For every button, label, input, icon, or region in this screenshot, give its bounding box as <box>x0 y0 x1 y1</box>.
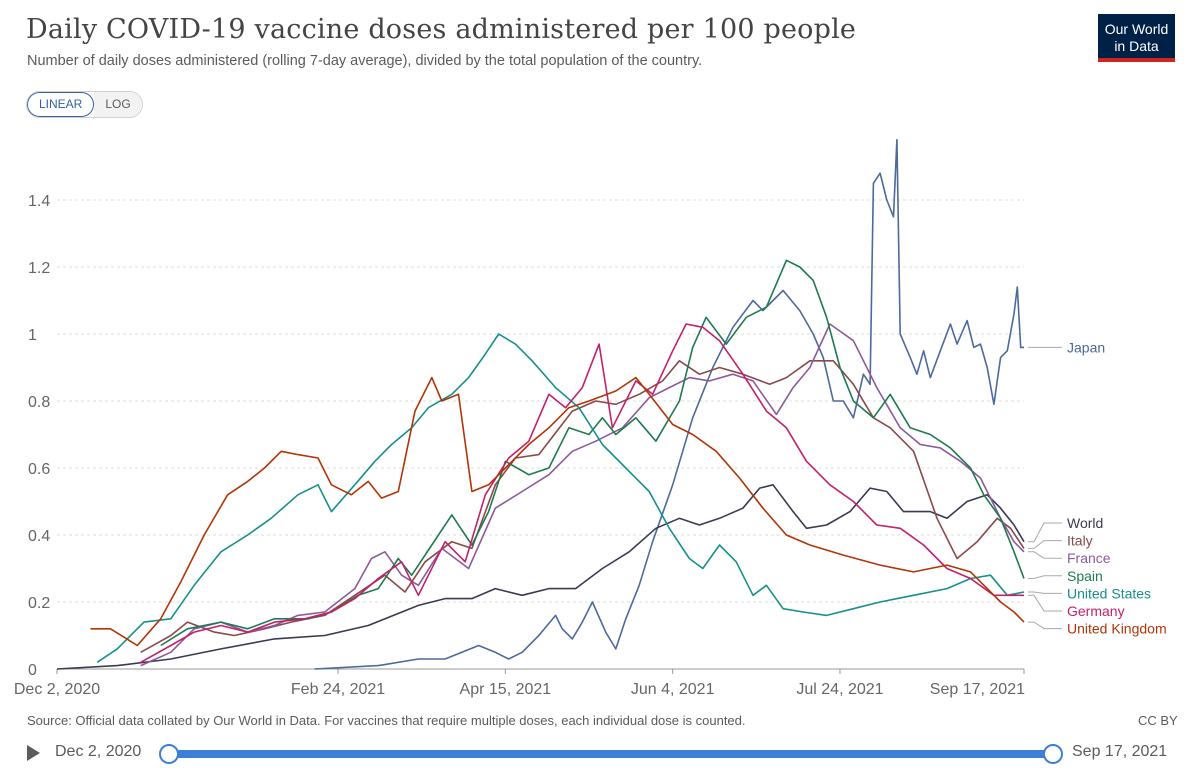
legend-connector <box>1028 551 1062 559</box>
series-line-japan <box>314 138 1024 670</box>
y-axis-ticks: 0 0.2 0.4 0.6 0.8 1 1.2 1.4 <box>28 193 50 679</box>
x-tick-label: Dec 2, 2020 <box>14 681 100 698</box>
source-note: Source: Official data collated by Our Wo… <box>27 713 746 728</box>
x-tick-label: Feb 24, 2021 <box>291 681 385 698</box>
y-tick-label: 0 <box>28 662 37 679</box>
legend-label-france: France <box>1067 550 1111 566</box>
series-line-italy <box>140 360 1025 653</box>
logo-line-1: Our World <box>1104 21 1169 37</box>
log-scale-button[interactable]: LOG <box>94 92 142 117</box>
timeline-end-label: Sep 17, 2021 <box>1072 743 1168 760</box>
scale-toggle: LINEAR LOG <box>26 91 143 118</box>
y-tick-label: 1.2 <box>28 260 50 277</box>
series-line-germany <box>140 323 1024 663</box>
legend-connector <box>1028 594 1062 612</box>
x-tick-label: Jul 24, 2021 <box>796 681 883 698</box>
legend-connector <box>1028 522 1062 543</box>
y-tick-label: 0.6 <box>28 461 50 478</box>
linear-scale-button[interactable]: LINEAR <box>27 92 95 117</box>
x-tick-label: Apr 15, 2021 <box>460 681 552 698</box>
legend-connector <box>1028 621 1062 630</box>
play-icon[interactable] <box>27 745 40 761</box>
series-line-spain <box>160 259 1025 647</box>
legend-connector <box>1028 540 1062 549</box>
legend-label-united-kingdom: United Kingdom <box>1067 621 1167 637</box>
chart-subtitle: Number of daily doses administered (roll… <box>27 53 703 69</box>
y-tick-label: 0.8 <box>28 394 50 411</box>
license-link[interactable]: CC BY <box>1138 713 1178 728</box>
logo-accent-bar <box>1098 58 1175 62</box>
series-line-world <box>56 484 1025 670</box>
legend-connector <box>1028 591 1062 594</box>
timeline-end-handle[interactable] <box>1043 744 1063 764</box>
timeline-track[interactable] <box>168 750 1053 758</box>
owid-logo[interactable]: Our World in Data <box>1098 14 1175 62</box>
y-tick-label: 1.4 <box>28 193 50 210</box>
timeline-start-handle[interactable] <box>159 744 179 764</box>
legend-connector <box>1028 575 1062 579</box>
series-line-united-states <box>96 333 1025 663</box>
y-tick-label: 1 <box>28 327 37 344</box>
legend-label-united-states: United States <box>1067 585 1151 601</box>
x-axis: Dec 2, 2020 Feb 24, 2021 Apr 15, 2021 Jun 4… <box>14 668 1025 698</box>
logo-line-2: in Data <box>1114 38 1159 54</box>
legend-label-italy: Italy <box>1067 533 1093 549</box>
legend-label-spain: Spain <box>1067 568 1103 584</box>
legend-label-germany: Germany <box>1067 603 1125 619</box>
y-tick-label: 0.2 <box>28 595 50 612</box>
line-chart: 0 0.2 0.4 0.6 0.8 1 1.2 1.4 Dec 2, 2020 Feb 24, … <box>14 138 1167 698</box>
timeline-start-label: Dec 2, 2020 <box>55 743 142 760</box>
legend-label-japan: Japan <box>1067 339 1105 355</box>
legend-label-world: World <box>1067 515 1103 531</box>
grid-lines <box>57 199 1024 603</box>
x-tick-label: Jun 4, 2021 <box>631 681 715 698</box>
series-line-united-kingdom <box>90 376 1025 647</box>
series-lines <box>56 138 1025 670</box>
chart-title: Daily COVID-19 vaccine doses administere… <box>26 14 857 45</box>
x-tick-label: Sep 17, 2021 <box>930 681 1025 698</box>
series-line-france <box>140 323 1025 667</box>
y-tick-label: 0.4 <box>28 528 50 545</box>
